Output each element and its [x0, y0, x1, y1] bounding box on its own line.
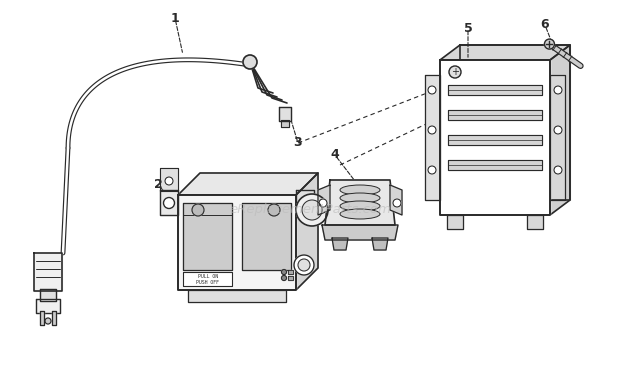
Text: PUSH OFF: PUSH OFF	[197, 280, 219, 284]
Circle shape	[544, 39, 554, 49]
Polygon shape	[448, 135, 542, 145]
Circle shape	[428, 126, 436, 134]
Text: +: +	[451, 67, 459, 77]
Circle shape	[554, 86, 562, 94]
Circle shape	[243, 55, 257, 69]
Circle shape	[302, 200, 322, 220]
Polygon shape	[527, 215, 543, 229]
Polygon shape	[372, 238, 388, 250]
Polygon shape	[40, 311, 44, 325]
Polygon shape	[296, 190, 314, 215]
Polygon shape	[448, 85, 542, 95]
Polygon shape	[448, 110, 542, 120]
Polygon shape	[34, 253, 62, 291]
Polygon shape	[318, 185, 330, 215]
Polygon shape	[425, 75, 440, 200]
Polygon shape	[296, 173, 318, 290]
Circle shape	[319, 199, 327, 207]
Polygon shape	[279, 107, 291, 121]
Text: eReplacementParts.com: eReplacementParts.com	[229, 203, 391, 217]
Circle shape	[164, 197, 174, 208]
Polygon shape	[322, 225, 398, 240]
Circle shape	[554, 166, 562, 174]
Polygon shape	[36, 299, 60, 313]
Polygon shape	[281, 120, 289, 127]
Polygon shape	[52, 311, 56, 325]
Ellipse shape	[340, 185, 380, 195]
Circle shape	[281, 276, 286, 280]
Circle shape	[554, 126, 562, 134]
Polygon shape	[325, 180, 395, 225]
Polygon shape	[550, 75, 565, 200]
Circle shape	[294, 255, 314, 275]
Polygon shape	[460, 45, 570, 200]
Polygon shape	[448, 160, 542, 170]
Text: 2: 2	[154, 178, 162, 192]
Polygon shape	[178, 173, 318, 195]
Circle shape	[428, 86, 436, 94]
Polygon shape	[188, 290, 286, 302]
Circle shape	[428, 166, 436, 174]
Polygon shape	[440, 60, 550, 215]
Circle shape	[45, 318, 51, 324]
Polygon shape	[160, 168, 178, 191]
Polygon shape	[183, 203, 232, 270]
Circle shape	[393, 199, 401, 207]
Text: 5: 5	[464, 22, 472, 34]
Text: 1: 1	[170, 11, 179, 25]
Polygon shape	[288, 270, 293, 274]
Text: 4: 4	[330, 149, 339, 161]
Circle shape	[298, 259, 310, 271]
Text: PULL ON: PULL ON	[198, 273, 218, 279]
Circle shape	[192, 204, 204, 216]
Text: 6: 6	[541, 18, 549, 32]
Polygon shape	[332, 238, 348, 250]
Polygon shape	[447, 215, 463, 229]
Polygon shape	[550, 45, 570, 215]
Circle shape	[296, 194, 328, 226]
Polygon shape	[390, 185, 402, 215]
Text: 3: 3	[294, 137, 303, 149]
Circle shape	[268, 204, 280, 216]
Circle shape	[449, 66, 461, 78]
Polygon shape	[40, 289, 56, 301]
Polygon shape	[242, 203, 291, 270]
Polygon shape	[178, 195, 296, 290]
Polygon shape	[288, 276, 293, 280]
Circle shape	[165, 177, 173, 185]
Circle shape	[281, 269, 286, 275]
Ellipse shape	[340, 201, 380, 211]
Ellipse shape	[340, 193, 380, 203]
Polygon shape	[440, 45, 570, 60]
Polygon shape	[160, 190, 178, 215]
Ellipse shape	[340, 209, 380, 219]
Polygon shape	[183, 272, 232, 286]
